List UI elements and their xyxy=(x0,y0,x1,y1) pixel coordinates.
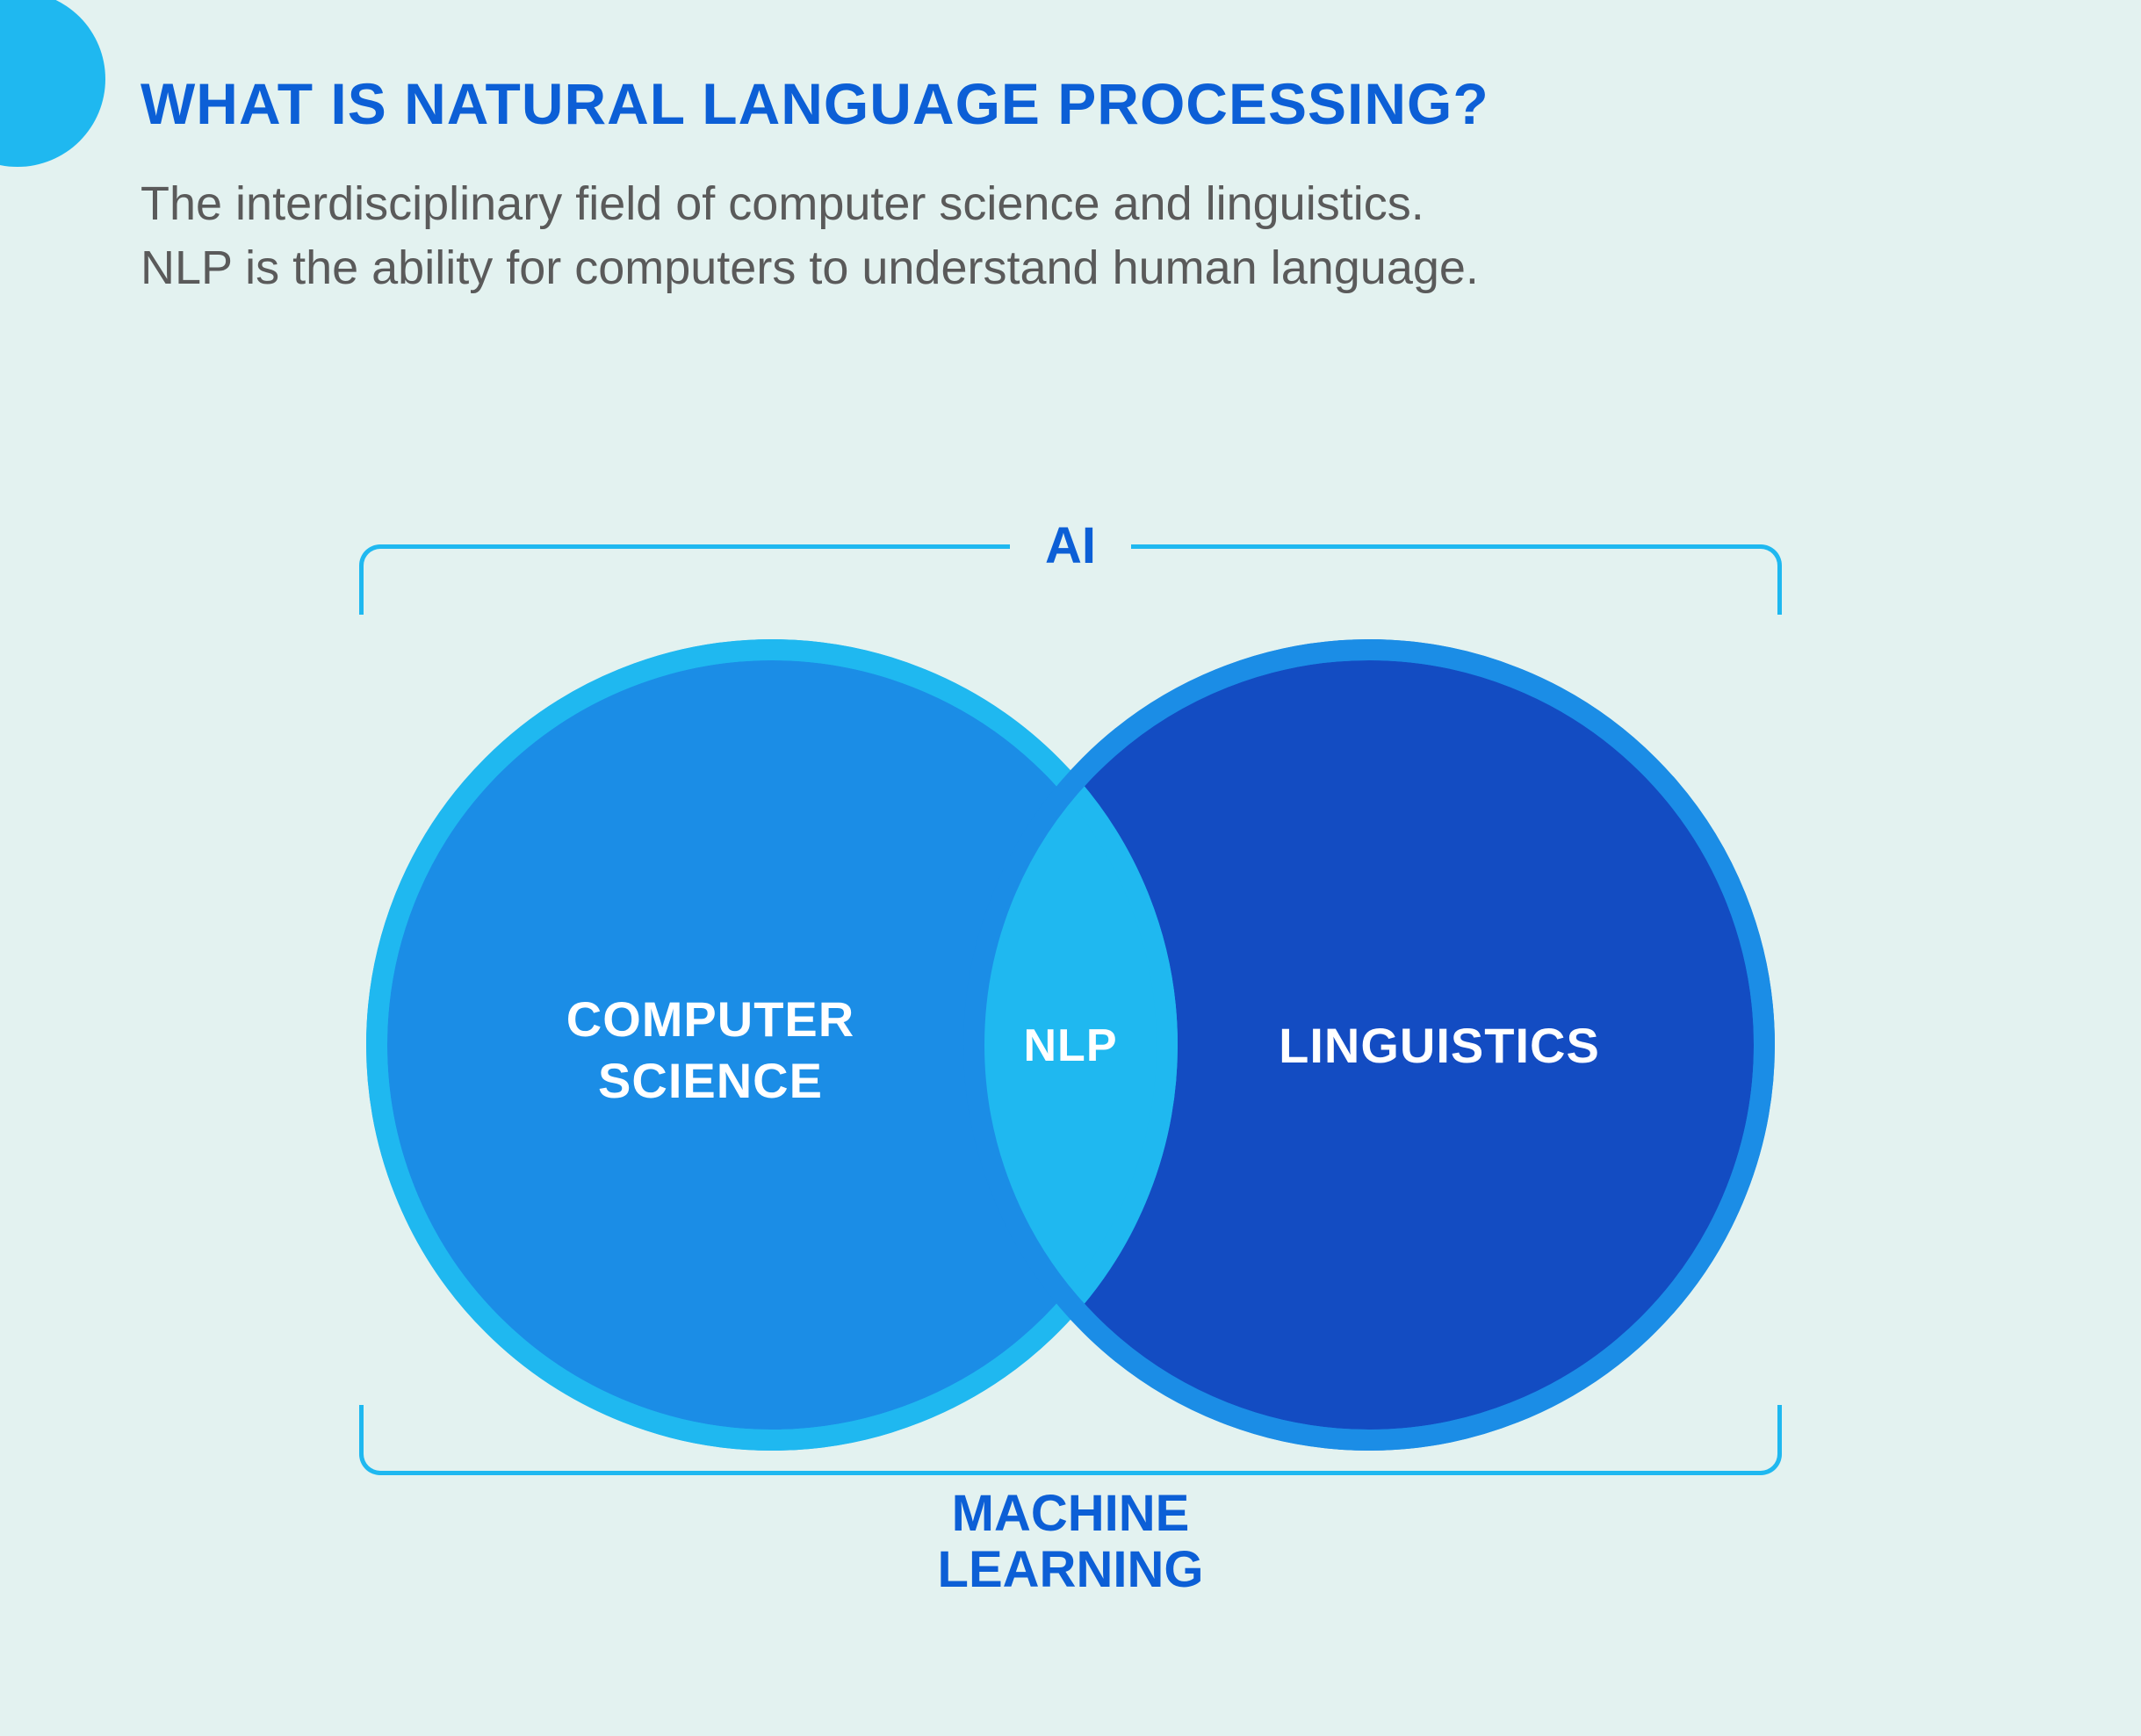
venn-diagram: AI xyxy=(280,492,1861,1633)
title-bold: NATURAL LANGUAGE PROCESSING? xyxy=(404,71,1489,136)
label-computer-science-line2: SCIENCE xyxy=(598,1053,823,1108)
label-ai: AI xyxy=(1010,516,1131,575)
venn-circles: COMPUTER SCIENCE LINGUISTICS NLP xyxy=(359,641,1782,1449)
label-nlp: NLP xyxy=(1024,1020,1118,1071)
venn-svg: COMPUTER SCIENCE LINGUISTICS NLP xyxy=(359,641,1782,1449)
label-computer-science-line1: COMPUTER xyxy=(566,991,854,1047)
diagram-container: AI xyxy=(0,492,2141,1633)
page-title: WHAT IS NATURAL LANGUAGE PROCESSING? xyxy=(141,70,2053,137)
label-linguistics: LINGUISTICS xyxy=(1279,1018,1600,1073)
label-machine-learning: MACHINE LEARNING xyxy=(903,1486,1239,1598)
header: WHAT IS NATURAL LANGUAGE PROCESSING? The… xyxy=(141,70,2053,300)
page-subtitle: The interdisciplinary field of computer … xyxy=(141,172,2053,300)
title-prefix: WHAT IS xyxy=(141,71,404,136)
bracket-bottom xyxy=(359,1405,1782,1475)
